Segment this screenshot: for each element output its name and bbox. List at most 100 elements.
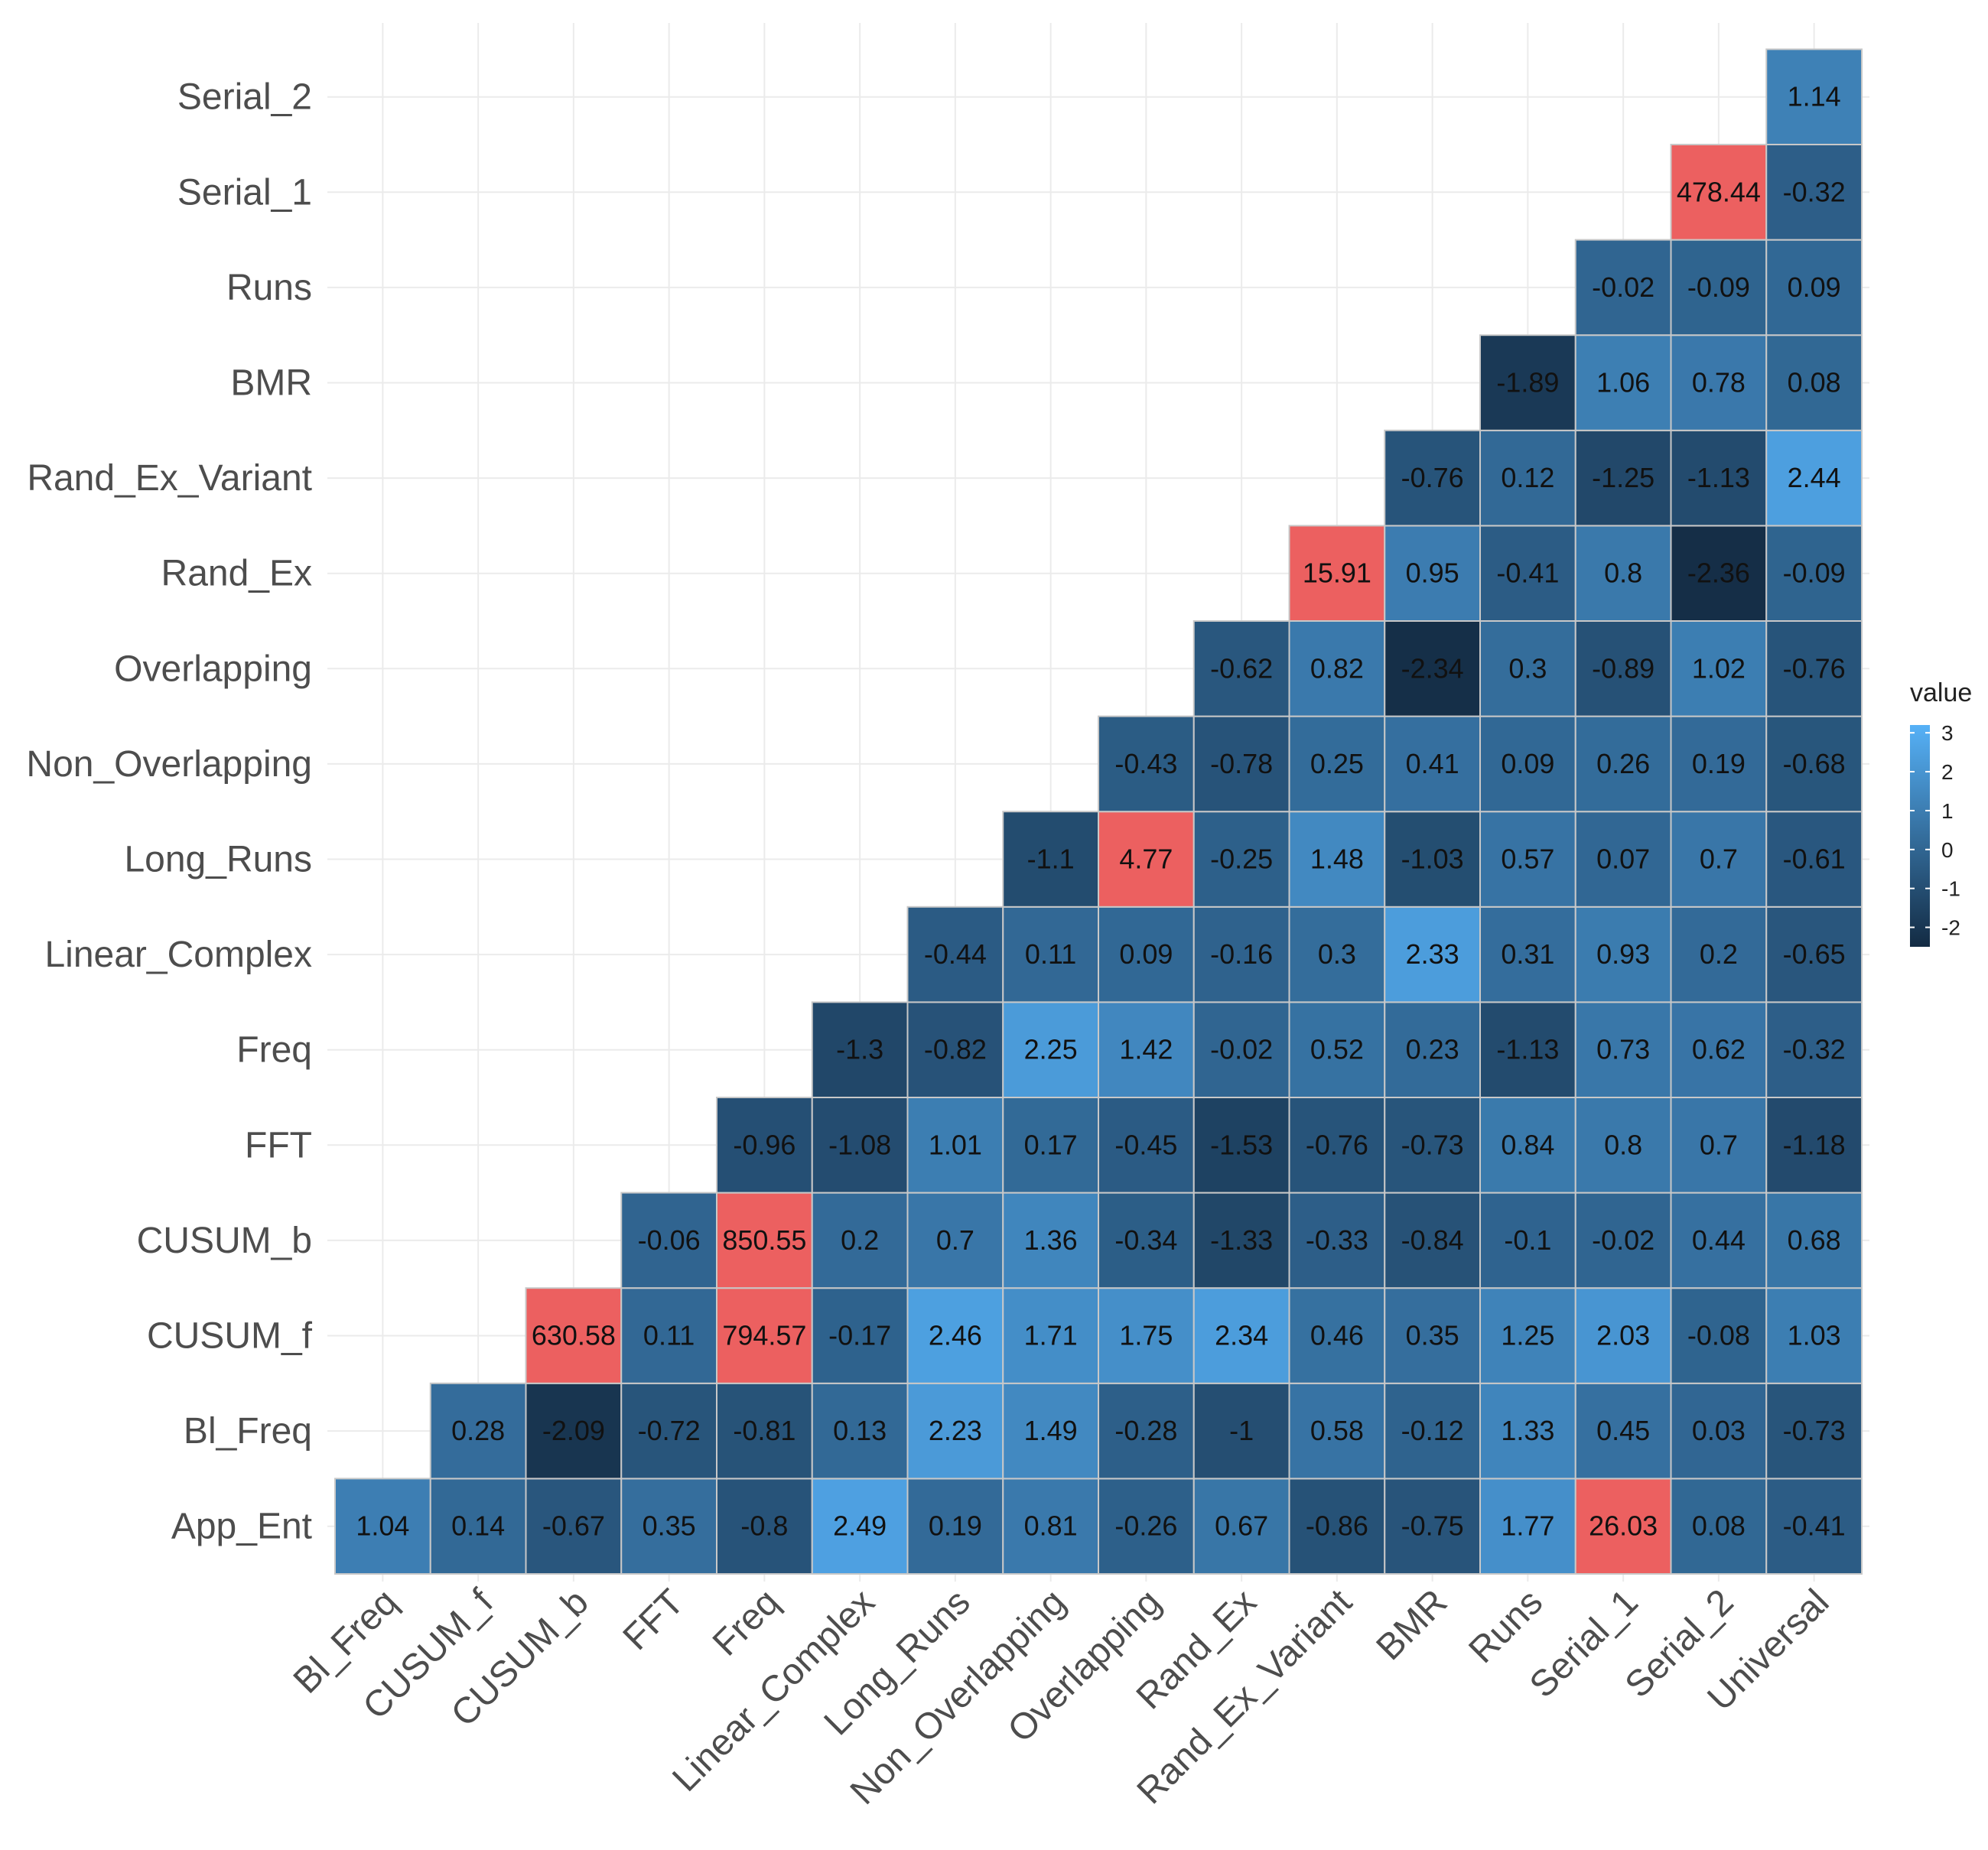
cell-label: 0.84: [1501, 1129, 1554, 1160]
heatmap-cell: [1098, 1192, 1195, 1289]
heatmap-cell: [1192, 1287, 1290, 1384]
cell-label: -0.28: [1114, 1415, 1177, 1446]
heatmap-cell: [1002, 1382, 1099, 1480]
cell-label: -0.41: [1496, 558, 1559, 589]
cell-label: -0.73: [1783, 1415, 1846, 1446]
y-tick-label: CUSUM_b: [137, 1221, 312, 1261]
cell-label: 0.58: [1310, 1415, 1364, 1446]
cell-label: 2.49: [833, 1510, 887, 1542]
cell-label: -1.33: [1210, 1224, 1273, 1256]
heatmap-cell: [1479, 1097, 1576, 1194]
cell-label: 0.09: [1119, 938, 1173, 970]
x-tick-label: BMR: [1368, 1582, 1455, 1668]
cell-label: -0.43: [1114, 748, 1177, 779]
cell-label: -2.09: [542, 1415, 605, 1446]
cell-label: -2.36: [1687, 558, 1750, 589]
heatmap-cell: [1002, 1287, 1099, 1384]
cell-label: -0.02: [1592, 1224, 1654, 1256]
y-tick-label: Linear_Complex: [44, 935, 312, 975]
cell-label: -0.61: [1783, 844, 1846, 875]
cell-label: 0.14: [451, 1510, 505, 1542]
cell-label: 0.19: [929, 1510, 982, 1542]
cell-label: 1.71: [1024, 1320, 1078, 1351]
cell-label: 0.78: [1692, 367, 1746, 398]
cell-label: -1.08: [828, 1129, 891, 1160]
heatmap-cell: [1192, 1382, 1290, 1480]
heatmap-cell: [1765, 334, 1863, 431]
cell-label: 0.25: [1310, 748, 1364, 779]
heatmap-cell: [1670, 905, 1768, 1003]
heatmap-cell: [1765, 1382, 1863, 1480]
cell-label: -0.02: [1592, 271, 1654, 303]
cell-label: -1.13: [1687, 462, 1750, 493]
cell-label: -0.89: [1592, 652, 1654, 684]
cell-label: -2.34: [1401, 652, 1464, 684]
cell-label: -0.86: [1306, 1510, 1368, 1542]
cell-label: 1.06: [1596, 367, 1650, 398]
cell-label: 0.2: [1700, 938, 1738, 970]
x-tick-label: Freq: [705, 1582, 787, 1663]
cell-label: 0.46: [1310, 1320, 1364, 1351]
cell-label: -1.13: [1496, 1034, 1559, 1065]
cell-label: 1.25: [1501, 1320, 1554, 1351]
cell-label: -1.53: [1210, 1129, 1273, 1160]
cell-label: 0.35: [1406, 1320, 1459, 1351]
heatmap-cell: [1574, 1382, 1672, 1480]
heatmap-cell: [429, 1478, 527, 1575]
heatmap-cell: [1384, 1097, 1481, 1194]
cell-label: -0.75: [1401, 1510, 1464, 1542]
heatmap-cell: [1765, 1001, 1863, 1099]
heatmap-cell: [1098, 811, 1195, 908]
x-tick-label: FFT: [616, 1582, 692, 1658]
cell-label: -1.03: [1401, 844, 1464, 875]
heatmap-cell: [1192, 620, 1290, 717]
cell-label: -0.73: [1401, 1129, 1464, 1160]
heatmap-cell: [1192, 715, 1290, 813]
heatmap-cell: [811, 1287, 909, 1384]
heatmap-cell: [1288, 1382, 1386, 1480]
cell-label: -0.06: [638, 1224, 701, 1256]
heatmap-cell: [1479, 429, 1576, 527]
cell-label: 2.03: [1596, 1320, 1650, 1351]
cell-label: -0.67: [542, 1510, 605, 1542]
heatmap-cell: [1002, 1097, 1099, 1194]
y-tick-label: App_Ent: [171, 1507, 312, 1547]
heatmap-cell: [1479, 905, 1576, 1003]
cell-label: 2.33: [1406, 938, 1459, 970]
heatmap-cell: [1288, 905, 1386, 1003]
cell-label: 0.11: [1025, 938, 1076, 970]
heatmap-cell: [1288, 620, 1386, 717]
cell-label: 0.11: [643, 1320, 695, 1351]
cell-label: 1.75: [1119, 1320, 1173, 1351]
heatmap-cell: [716, 1382, 813, 1480]
heatmap-cell: [906, 1478, 1004, 1575]
heatmap-cell: [906, 1382, 1004, 1480]
cell-label: -0.76: [1783, 652, 1846, 684]
heatmap-cell: [1002, 811, 1099, 908]
cell-label: 0.13: [833, 1415, 887, 1446]
cell-label: 26.03: [1589, 1510, 1658, 1542]
cell-label: 478.44: [1677, 176, 1761, 207]
cell-label: 0.93: [1596, 938, 1650, 970]
heatmap-cell: [811, 1478, 909, 1575]
heatmap-cell: [1574, 1192, 1672, 1289]
cell-label: -0.26: [1114, 1510, 1177, 1542]
y-tick-label: BMR: [230, 363, 312, 404]
heatmap-cell: [1670, 334, 1768, 431]
cell-label: 0.73: [1596, 1034, 1650, 1065]
heatmap-cell: [1192, 811, 1290, 908]
y-axis: App_Ent Bl_Freq CUSUM_f CUSUM_b FFT Freq Linea…: [26, 77, 312, 1547]
cell-label: -0.32: [1783, 176, 1846, 207]
cell-label: 0.62: [1692, 1034, 1746, 1065]
cell-label: 0.28: [451, 1415, 505, 1446]
heatmap-cell: [1288, 1001, 1386, 1099]
heatmap-cell: [716, 1097, 813, 1194]
cell-label: -1.18: [1783, 1129, 1846, 1160]
cell-label: 0.35: [643, 1510, 696, 1542]
cell-label: 0.67: [1215, 1510, 1268, 1542]
cell-label: 1.49: [1024, 1415, 1078, 1446]
cell-label: -1.25: [1592, 462, 1654, 493]
cell-label: 0.17: [1024, 1129, 1078, 1160]
